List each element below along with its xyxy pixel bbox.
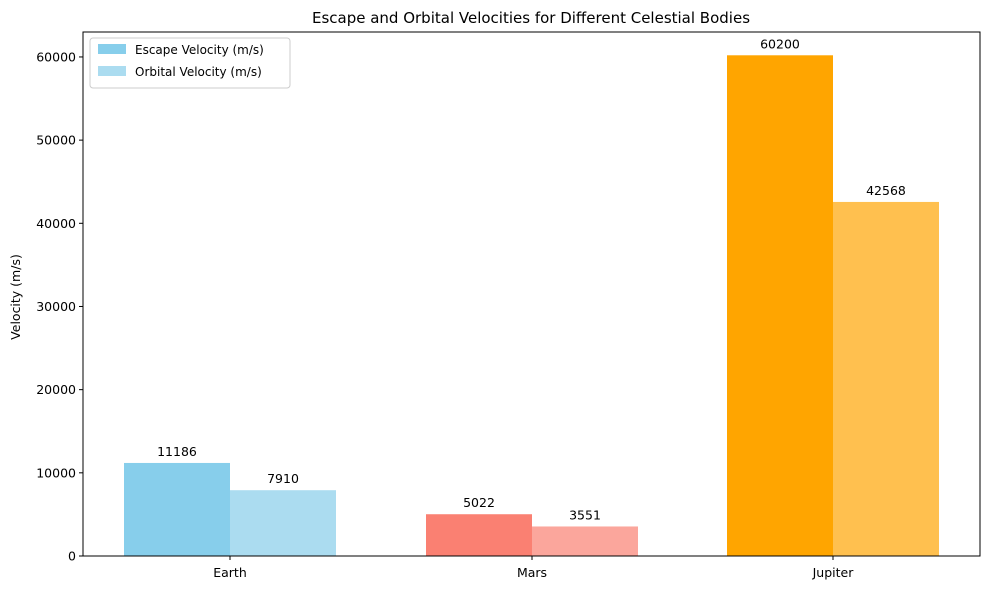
- y-tick-label: 0: [68, 549, 76, 564]
- value-label-jupiter-escape: 60200: [760, 36, 800, 51]
- bar-earth-orbital: [230, 490, 336, 556]
- legend-swatch-escape: [98, 44, 126, 54]
- y-tick-label: 10000: [36, 465, 76, 480]
- plot-frame: [82, 31, 981, 557]
- value-labels-layer: 11186 5022 60200 7910 3551 42568: [157, 36, 906, 522]
- legend-box: [89, 37, 291, 89]
- bar-jupiter-escape: [727, 55, 833, 557]
- legend-label-orbital: Orbital Velocity (m/s): [135, 65, 262, 79]
- x-tick-label-earth: Earth: [213, 565, 247, 580]
- value-label-earth-escape: 11186: [157, 444, 197, 459]
- bar-mars-orbital: [532, 526, 638, 556]
- legend-swatch-orbital: [98, 66, 126, 76]
- bar-mars-escape: [426, 514, 532, 556]
- value-label-mars-orbital: 3551: [569, 507, 601, 522]
- x-tick-label-jupiter: Jupiter: [812, 565, 855, 580]
- y-axis-ticks: 0 10000 20000 30000 40000 50000 60000: [36, 49, 83, 564]
- bars-layer: [124, 55, 939, 557]
- y-tick-label: 20000: [36, 382, 76, 397]
- x-tick-label-mars: Mars: [517, 565, 547, 580]
- y-tick-label: 40000: [36, 216, 76, 231]
- y-tick-label: 60000: [36, 49, 76, 64]
- x-axis-ticks: Earth Mars Jupiter: [213, 556, 854, 580]
- bar-earth-escape: [124, 462, 230, 556]
- y-tick-label: 30000: [36, 299, 76, 314]
- y-axis-label: Velocity (m/s): [8, 254, 23, 340]
- plot-area: 11186 5022 60200 7910 3551 42568 0 10000 20000 3…: [36, 31, 981, 580]
- chart-title: Escape and Orbital Velocities for Differ…: [312, 9, 750, 27]
- value-label-earth-orbital: 7910: [267, 471, 299, 486]
- legend: Escape Velocity (m/s) Orbital Velocity (…: [89, 37, 291, 89]
- value-label-mars-escape: 5022: [463, 495, 495, 510]
- value-label-jupiter-orbital: 42568: [866, 183, 906, 198]
- bar-jupiter-orbital: [833, 201, 939, 556]
- y-tick-label: 50000: [36, 133, 76, 148]
- legend-label-escape: Escape Velocity (m/s): [135, 43, 264, 57]
